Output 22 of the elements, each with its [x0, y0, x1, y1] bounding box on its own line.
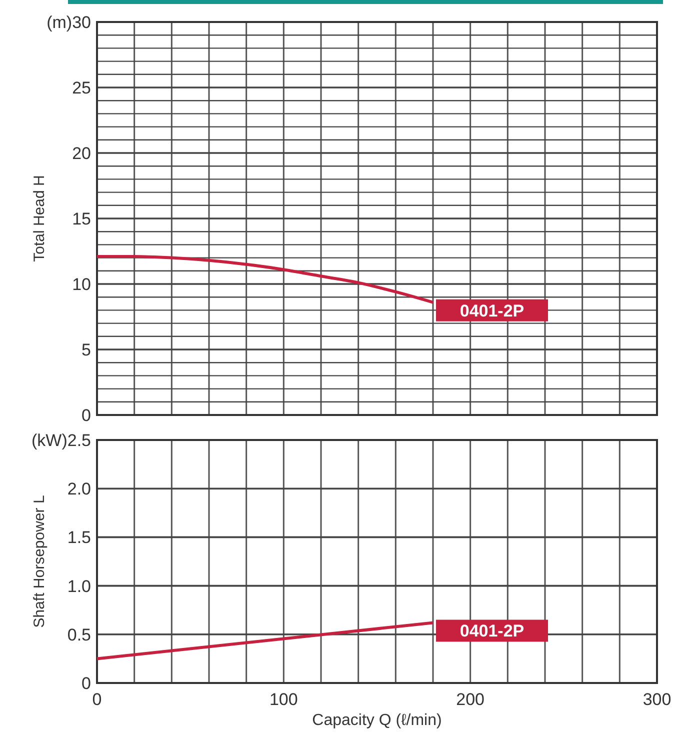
x-tick-label: 100	[269, 690, 298, 709]
x-tick-label: 300	[642, 690, 672, 709]
y-tick-label: (kW)2.5	[32, 431, 91, 450]
y-tick-label: 25	[72, 78, 91, 98]
y-tick-label: 2.0	[67, 480, 91, 499]
y-tick-label: (m)30	[46, 13, 91, 32]
y-tick-label: 20	[72, 144, 91, 163]
y-tick-label: 1.5	[67, 528, 91, 548]
y-tick-label: 0	[82, 674, 91, 693]
y-tick-label: 0	[82, 406, 91, 425]
y-tick-label: 10	[72, 275, 91, 294]
y-tick-label: 0.5	[67, 625, 91, 644]
y-axis-title: Shaft Horsepower L	[31, 495, 48, 628]
y-axis-title: Total Head H	[31, 175, 48, 262]
series-label: 0401-2P	[460, 301, 524, 320]
x-tick-label: 200	[456, 690, 485, 709]
y-tick-label: 15	[72, 210, 91, 228]
x-axis-title: Capacity Q (ℓ/min)	[312, 712, 442, 729]
y-tick-label: 5	[82, 340, 91, 360]
series-label: 0401-2P	[460, 622, 524, 641]
line-series	[96, 254, 434, 304]
y-tick-label: 1.0	[67, 576, 91, 596]
